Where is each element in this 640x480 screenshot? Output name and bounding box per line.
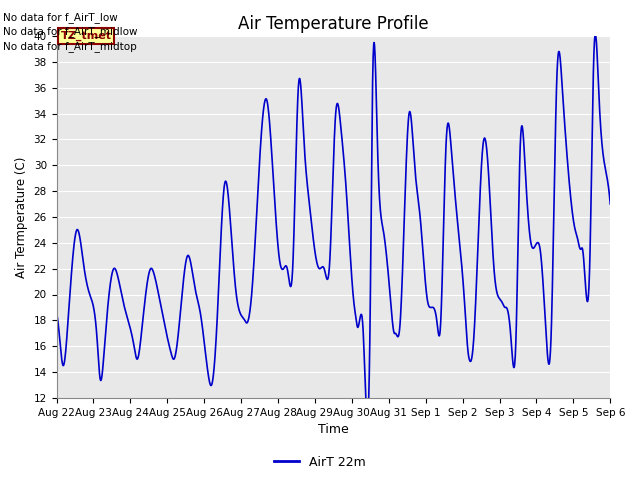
Text: No data for f_AirT_low: No data for f_AirT_low xyxy=(3,12,118,23)
Title: Air Temperature Profile: Air Temperature Profile xyxy=(238,15,429,33)
Legend: AirT 22m: AirT 22m xyxy=(269,451,371,474)
Y-axis label: Air Termperature (C): Air Termperature (C) xyxy=(15,156,28,277)
Text: No data for f_AirT_midtop: No data for f_AirT_midtop xyxy=(3,41,137,52)
Text: TZ_tmet: TZ_tmet xyxy=(61,31,112,41)
X-axis label: Time: Time xyxy=(318,423,349,436)
Text: No data for f_AirT_midlow: No data for f_AirT_midlow xyxy=(3,26,138,37)
